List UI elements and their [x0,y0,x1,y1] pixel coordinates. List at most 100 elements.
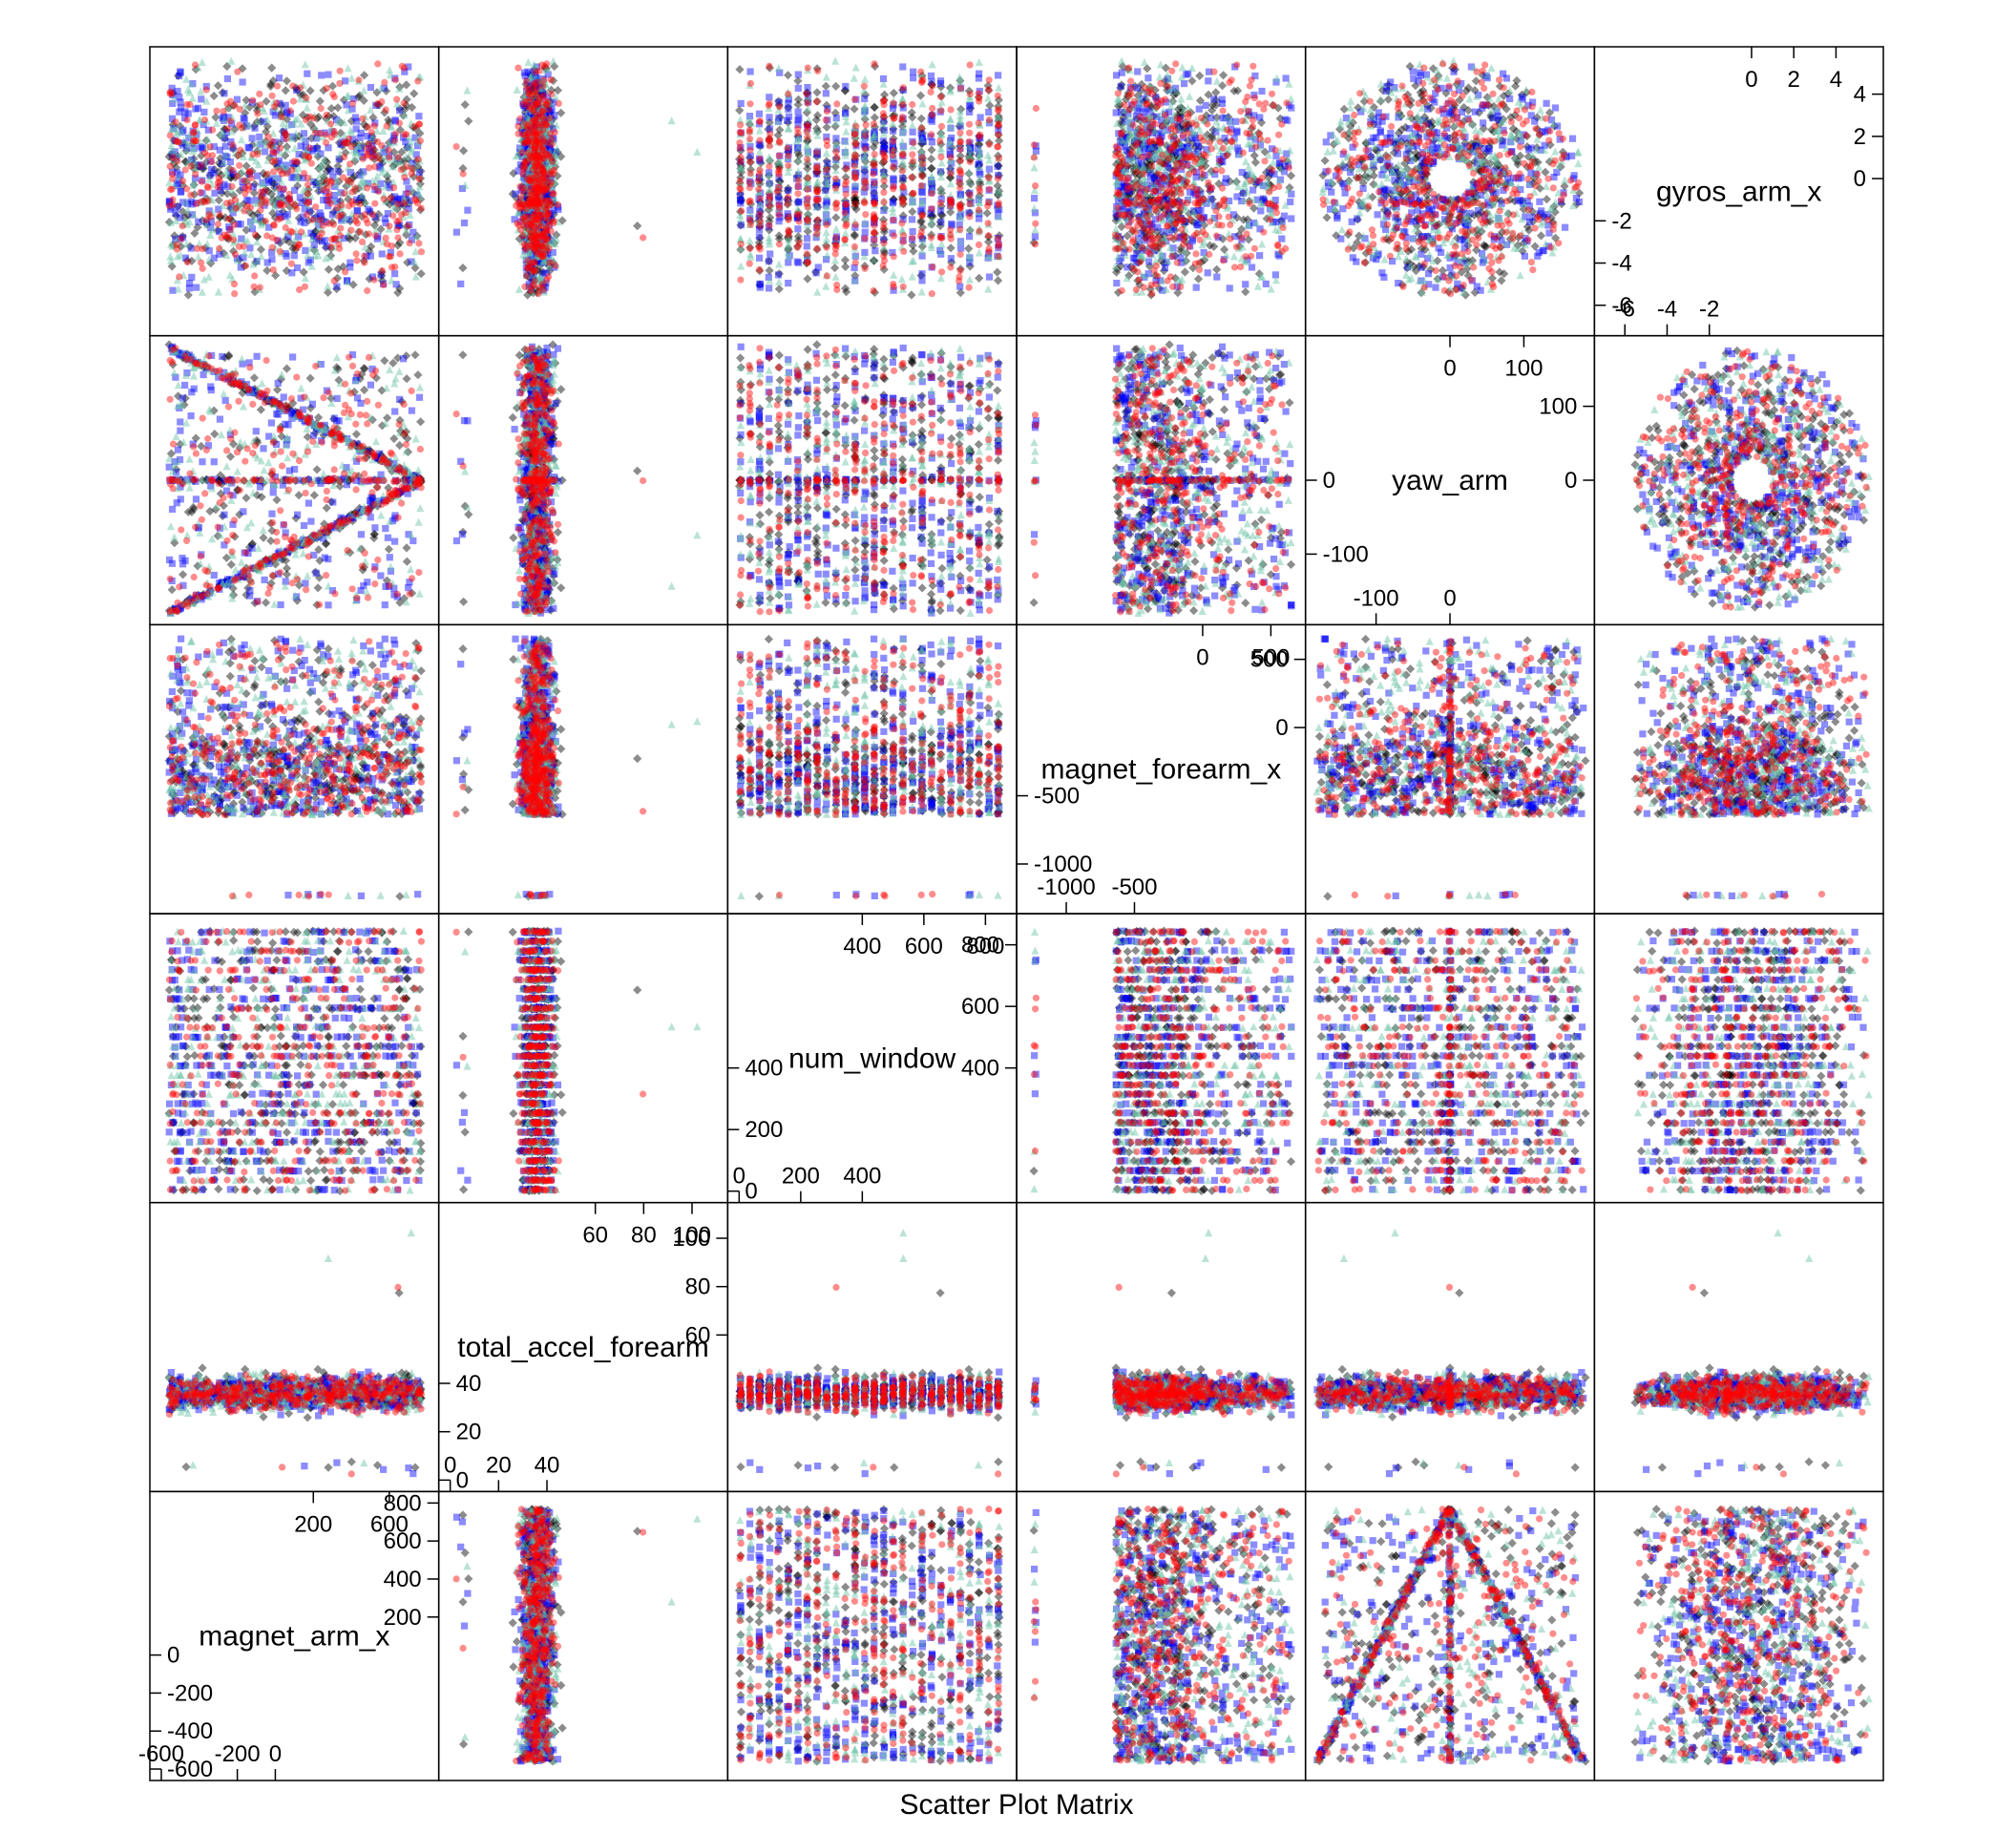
data-point [344,64,351,72]
data-point [226,271,234,279]
data-point [402,80,410,89]
data-point [391,137,398,144]
data-point [396,119,403,126]
data-point [303,116,309,123]
data-point [200,109,207,116]
data-point [297,84,304,91]
data-point [169,176,176,182]
data-point [414,77,421,84]
data-point [251,272,258,279]
data-point [242,263,249,269]
data-point [220,90,227,96]
data-point [357,228,364,235]
data-point [381,79,388,86]
data-point [327,243,334,250]
data-point [198,260,204,266]
data-point [201,116,208,123]
data-point [246,168,253,175]
data-point [277,248,284,255]
data-point [281,186,287,193]
data-point [347,227,354,234]
data-point [269,148,276,155]
data-point [386,154,392,160]
data-point [220,108,227,115]
data-point [216,245,222,252]
data-point [225,216,232,222]
data-point [277,145,284,152]
data-point [269,138,276,145]
data-point [197,189,203,196]
data-point [370,277,377,284]
data-point [356,200,363,207]
data-point [364,184,370,191]
data-point [195,105,201,112]
data-point [246,144,253,151]
data-point [395,154,402,160]
data-point [345,92,352,99]
data-point [415,156,422,162]
data-point [249,135,256,141]
data-point [371,163,378,170]
data-point [192,61,199,68]
data-point [235,152,242,158]
data-point [200,245,206,252]
data-point [294,264,301,271]
data-point [205,273,213,281]
data-point [209,127,216,134]
data-point [289,82,296,89]
data-point [418,248,425,255]
data-point [229,167,236,174]
data-point [282,86,290,95]
data-point [392,131,399,137]
data-point [242,116,248,123]
data-point [405,222,411,229]
data-point [361,253,368,260]
data-point [284,211,291,218]
data-point [316,96,325,105]
data-point [383,235,389,242]
data-point [369,211,376,218]
data-point [325,198,331,204]
data-point [298,228,304,235]
data-point [193,284,200,291]
data-point [169,287,176,294]
data-point [301,170,307,177]
data-point [211,113,220,121]
data-point [389,212,396,219]
data-point [176,273,182,280]
data-point [183,185,190,192]
data-point [417,269,426,278]
data-point [394,200,401,207]
data-point [346,136,352,142]
data-point [294,158,301,165]
data-point [179,178,186,184]
data-point [371,200,378,207]
data-point [239,124,245,131]
data-point [352,114,359,120]
data-point [231,102,238,109]
data-point [182,75,190,83]
data-point [401,100,408,107]
data-point [380,282,387,288]
data-point [254,110,261,116]
data-point [348,198,355,204]
data-point [374,60,381,67]
data-point [358,130,365,137]
data-point [306,86,315,95]
data-point [221,232,228,239]
data-point [304,181,311,188]
data-point [355,76,362,83]
data-point [274,83,281,90]
data-point [303,95,309,101]
data-point [191,129,198,136]
data-point [359,239,366,245]
data-point [172,118,178,125]
data-point [167,132,174,138]
data-point [178,189,184,196]
data-point [227,57,235,65]
data-point [269,93,276,99]
data-point [416,176,423,182]
data-point [291,252,298,259]
data-point [319,230,326,237]
